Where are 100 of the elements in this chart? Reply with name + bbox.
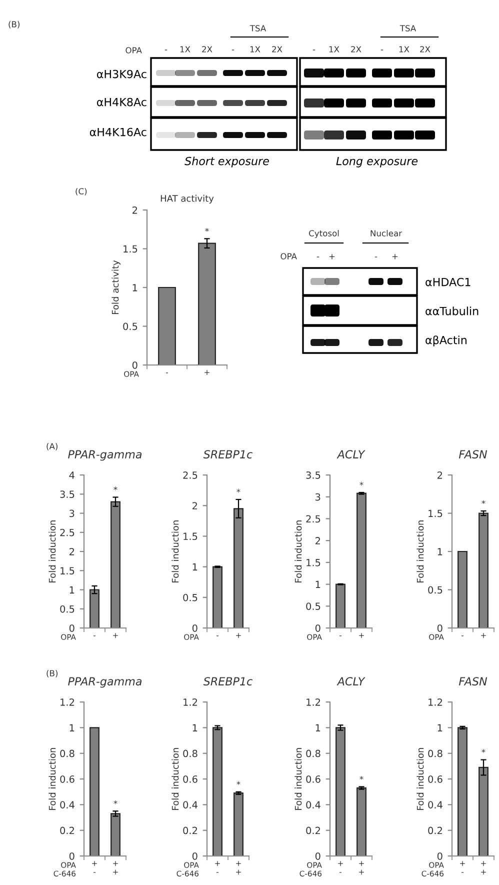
text: Nuclear — [370, 230, 402, 236]
text: - — [316, 256, 320, 258]
chart-title: ACLY — [336, 450, 366, 458]
text: 1X — [250, 46, 260, 52]
y-tick-label: 0.6 — [60, 775, 74, 783]
y-tick-label: 0 — [437, 852, 442, 860]
text: - — [374, 256, 378, 258]
y-axis-title: Fold induction — [48, 748, 56, 810]
y-tick-label: 0.4 — [306, 801, 320, 808]
chart-title: ACLY — [336, 677, 366, 686]
text: TSA — [400, 25, 416, 32]
chart-title: PPAR-gamma — [68, 677, 142, 688]
y-axis-title: Fold induction — [48, 520, 56, 582]
y-tick-label: 0.6 — [428, 775, 442, 783]
annotation: * — [360, 776, 364, 780]
text: 2X — [420, 46, 430, 52]
y-tick-label: 3 — [316, 493, 320, 501]
y-tick-label: 1.2 — [60, 698, 74, 706]
y-tick-label: 0.5 — [306, 602, 320, 610]
y-axis-title: Fold induction — [416, 748, 424, 810]
y-tick-label: 0.6 — [183, 775, 198, 783]
y-tick-label: 2 — [70, 548, 74, 556]
y-tick-label: 0.8 — [306, 750, 320, 758]
chart-title: HAT activity — [160, 194, 214, 204]
y-tick-label: 1 — [192, 724, 198, 732]
annotation: * — [482, 500, 486, 504]
text: αH3K9Ac — [96, 70, 146, 78]
y-tick-label: 0 — [192, 624, 198, 632]
y-tick-label: 0.5 — [428, 586, 442, 594]
y-tick-label: 3.5 — [60, 490, 74, 498]
text: 1X — [180, 46, 190, 52]
y-tick-label: 0.6 — [306, 775, 320, 783]
y-tick-label: 1.5 — [124, 245, 138, 253]
y-tick-label: 0.5 — [183, 594, 198, 602]
y-axis-title: Fold activity — [112, 260, 120, 314]
y-tick-label: 0.2 — [306, 826, 320, 834]
text: (C) — [76, 188, 87, 196]
y-tick-label: 2 — [132, 206, 137, 214]
y-tick-label: 0.5 — [60, 605, 74, 613]
y-tick-label: 0 — [192, 852, 198, 860]
annotation: * — [236, 781, 240, 785]
y-tick-label: 0 — [315, 624, 320, 632]
annotation: * — [482, 749, 486, 753]
text: TSA — [250, 25, 266, 32]
text: Long exposure — [336, 156, 418, 168]
y-tick-label: 4 — [69, 472, 74, 479]
text: OPA — [126, 47, 142, 54]
chart-title: SREBP1c — [203, 677, 252, 686]
y-tick-label: 2.5 — [306, 515, 320, 523]
y-tick-label: 0 — [69, 852, 74, 860]
y-tick-label: 0.5 — [123, 322, 138, 330]
y-tick-label: 0 — [132, 361, 138, 369]
annotation: * — [360, 482, 364, 486]
y-tick-label: 1 — [70, 586, 74, 594]
y-tick-label: 0.2 — [60, 826, 74, 834]
text: αH4K16Ac — [90, 128, 146, 136]
text: (B) — [8, 20, 20, 28]
text: αH4K8Ac — [96, 98, 146, 106]
y-tick-label: 0.8 — [60, 750, 74, 758]
text: + — [329, 254, 335, 260]
y-axis-title: Fold induction — [172, 748, 179, 810]
y-tick-label: 2 — [316, 537, 320, 544]
y-tick-label: 0.2 — [183, 826, 197, 834]
y-tick-label: 0.4 — [428, 801, 442, 808]
y-tick-label: 0 — [69, 624, 74, 632]
y-tick-label: 2.5 — [60, 528, 74, 536]
y-tick-label: 0.2 — [428, 826, 442, 834]
chart-title: PPAR-gamma — [68, 450, 142, 461]
annotation: * — [114, 800, 118, 804]
y-tick-label: 1.5 — [184, 532, 198, 540]
y-axis-title: Fold induction — [416, 520, 424, 582]
annotation: * — [114, 486, 118, 490]
y-tick-label: 0.8 — [428, 750, 442, 758]
text: Short exposure — [184, 156, 269, 168]
y-tick-label: 0.4 — [183, 801, 198, 808]
annotation: * — [236, 488, 240, 493]
chart-title: FASN — [458, 677, 488, 686]
y-tick-label: 1 — [132, 284, 138, 292]
y-tick-label: 0.8 — [183, 750, 198, 758]
text: 2X — [202, 46, 212, 52]
y-tick-label: 1.5 — [306, 559, 320, 566]
y-axis-title: Fold induction — [172, 520, 179, 582]
text: (A) — [46, 442, 58, 450]
text: OPA — [280, 253, 297, 260]
annotation: * — [205, 228, 209, 232]
y-tick-label: 1 — [70, 724, 74, 732]
y-tick-label: 3 — [70, 510, 74, 518]
y-tick-label: 1.5 — [60, 567, 74, 574]
y-axis-title: Fold induction — [294, 520, 302, 582]
text: + — [392, 254, 398, 260]
y-tick-label: 1.2 — [306, 698, 320, 706]
y-tick-label: 1 — [438, 724, 442, 732]
y-tick-label: 1.2 — [184, 698, 197, 706]
y-tick-label: 1.5 — [428, 510, 442, 518]
y-tick-label: 1 — [192, 563, 198, 570]
text: (B) — [46, 670, 58, 678]
y-tick-label: 0.4 — [60, 801, 74, 808]
text: 2X — [351, 46, 362, 52]
y-tick-label: 1 — [316, 724, 320, 732]
y-tick-label: 3.5 — [306, 471, 320, 479]
